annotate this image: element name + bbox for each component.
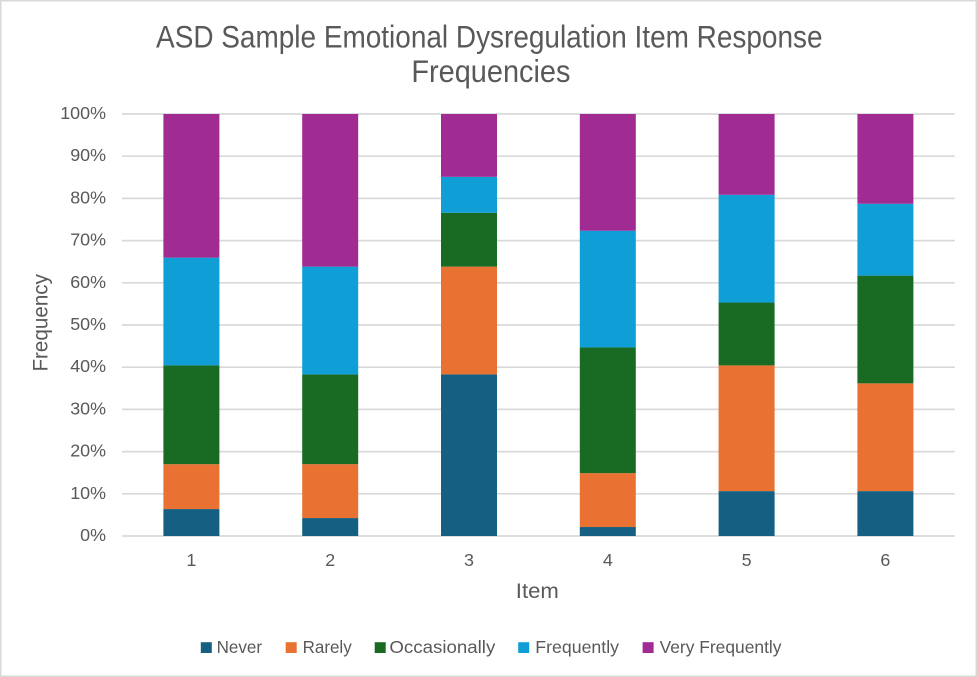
svg-text:60%: 60%: [70, 272, 106, 292]
svg-text:0%: 0%: [80, 525, 106, 545]
svg-text:Occasionally: Occasionally: [389, 637, 495, 657]
svg-text:100%: 100%: [60, 103, 106, 123]
svg-text:1: 1: [186, 550, 196, 570]
svg-text:Rarely: Rarely: [303, 637, 352, 657]
svg-text:10%: 10%: [70, 483, 106, 503]
svg-text:6: 6: [880, 550, 890, 570]
svg-text:90%: 90%: [70, 145, 106, 165]
svg-text:20%: 20%: [70, 441, 106, 461]
svg-text:70%: 70%: [70, 230, 106, 250]
svg-text:2: 2: [325, 550, 335, 570]
svg-text:Frequencies: Frequencies: [411, 54, 570, 89]
svg-text:80%: 80%: [70, 187, 106, 207]
svg-text:Frequency: Frequency: [29, 273, 52, 371]
svg-text:4: 4: [603, 550, 613, 570]
svg-text:Very Frequently: Very Frequently: [660, 637, 782, 657]
svg-text:Never: Never: [217, 637, 263, 657]
svg-text:ASD Sample Emotional Dysregula: ASD Sample Emotional Dysregulation Item …: [156, 20, 823, 55]
svg-text:30%: 30%: [70, 398, 106, 418]
svg-text:50%: 50%: [70, 314, 106, 334]
svg-text:Item: Item: [516, 580, 559, 603]
svg-text:3: 3: [464, 550, 474, 570]
svg-text:5: 5: [742, 550, 752, 570]
svg-text:Frequently: Frequently: [535, 637, 619, 657]
svg-text:40%: 40%: [70, 356, 106, 376]
